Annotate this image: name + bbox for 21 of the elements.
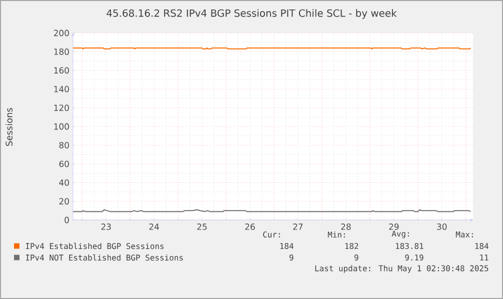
y-tick-label: 80	[59, 142, 69, 148]
x-tick-label: 29	[389, 224, 399, 230]
y-tick-label: 140	[54, 86, 69, 92]
y-tick-label: 40	[59, 179, 69, 186]
x-tick-label: 24	[149, 224, 159, 230]
y-tick-label: 160	[54, 67, 69, 74]
y-tick-label: 100	[54, 123, 69, 130]
x-tick-label: 30	[437, 224, 447, 230]
x-tick-label: 27	[293, 224, 303, 230]
x-tick-label: 23	[101, 224, 111, 230]
y-tick-label: 20	[59, 198, 69, 205]
y-tick-label: 120	[54, 104, 69, 112]
y-axis-title: Sessions	[6, 108, 12, 146]
y-tick-label: 180	[54, 48, 69, 55]
x-tick-label: 26	[245, 224, 255, 230]
y-tick-label: 60	[59, 160, 69, 168]
y-tick-label: 0	[64, 216, 69, 224]
chart-title: 45.68.16.2 RS2 IPv4 BGP Sessions PIT Chile SCL - by week	[106, 9, 397, 19]
x-tick-label: 28	[341, 224, 351, 230]
y-tick-label: 200	[54, 30, 69, 36]
x-tick-label: 25	[197, 224, 207, 230]
